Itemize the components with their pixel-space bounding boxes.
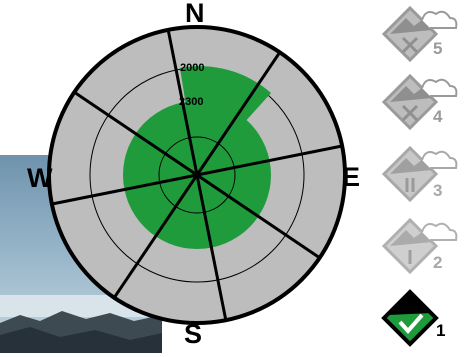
direction-south: S	[184, 319, 203, 349]
danger-level-2-icon	[381, 217, 458, 275]
check-mark-icon	[398, 313, 424, 335]
danger-level-4-number: 4	[433, 107, 443, 126]
inner-ring	[158, 136, 236, 214]
elevation-label-outer: 2000	[180, 62, 205, 74]
danger-level-3: 3	[376, 140, 471, 208]
x-mark-icon	[401, 36, 419, 54]
danger-level-5-number: 5	[433, 39, 443, 58]
double-bar-icon	[405, 178, 415, 192]
danger-level-4: 4	[376, 68, 471, 136]
sector-dividers	[51, 28, 343, 322]
direction-east: E	[342, 162, 361, 192]
danger-level-5: 5	[376, 0, 471, 68]
danger-level-1-icon	[381, 289, 439, 347]
aspect-elevation-rose	[47, 25, 347, 325]
danger-scale: 5 4 3	[376, 0, 471, 353]
north-safe-sector	[180, 66, 271, 175]
elevation-label-inner: 2300	[179, 96, 204, 108]
danger-level-3-number: 3	[433, 181, 443, 200]
danger-level-5-icon	[381, 5, 458, 63]
x-mark-icon	[401, 104, 419, 122]
direction-west: W	[27, 163, 53, 193]
direction-north: N	[185, 0, 205, 28]
center-point	[194, 172, 200, 178]
danger-level-2-number: 2	[433, 253, 443, 272]
danger-level-3-icon	[381, 145, 458, 203]
danger-level-1: 1	[376, 284, 471, 352]
danger-level-4-icon	[381, 73, 458, 131]
danger-level-2: 2	[376, 212, 471, 280]
danger-level-1-number: 1	[436, 321, 446, 340]
